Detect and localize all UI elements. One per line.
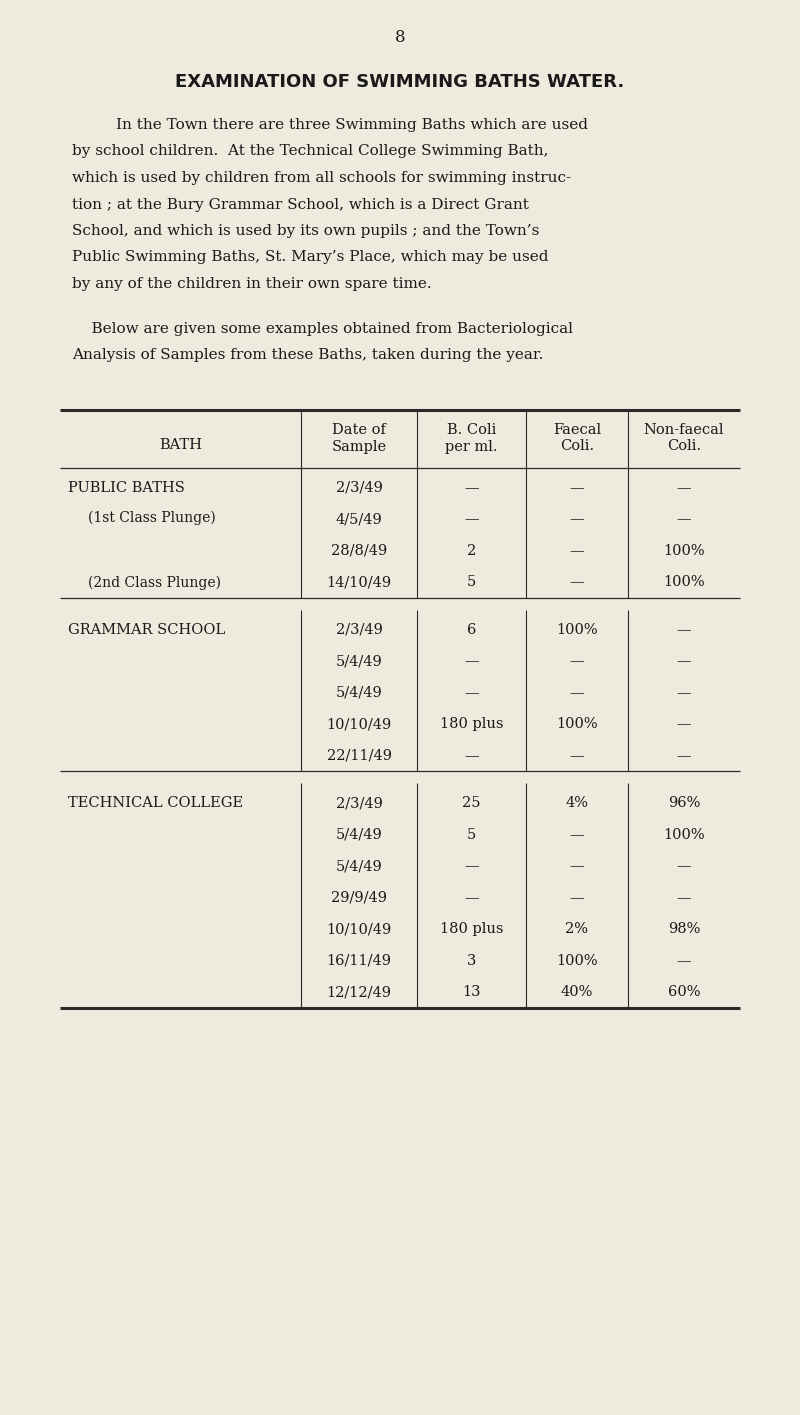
Text: 2/3/49: 2/3/49	[336, 481, 382, 495]
Text: 22/11/49: 22/11/49	[326, 749, 392, 763]
Text: TECHNICAL COLLEGE: TECHNICAL COLLEGE	[68, 797, 243, 811]
Text: —: —	[464, 512, 478, 526]
Text: —: —	[570, 828, 584, 842]
Text: —: —	[677, 954, 691, 968]
Text: 2/3/49: 2/3/49	[336, 623, 382, 637]
Text: 60%: 60%	[668, 985, 700, 999]
Text: 100%: 100%	[663, 543, 705, 558]
Text: per ml.: per ml.	[445, 440, 498, 453]
Text: —: —	[570, 512, 584, 526]
Text: (1st Class Plunge): (1st Class Plunge)	[88, 511, 216, 525]
Text: 5/4/49: 5/4/49	[336, 655, 382, 668]
Text: Coli.: Coli.	[667, 440, 701, 453]
Text: EXAMINATION OF SWIMMING BATHS WATER.: EXAMINATION OF SWIMMING BATHS WATER.	[175, 74, 625, 91]
Text: 6: 6	[466, 623, 476, 637]
Text: —: —	[677, 481, 691, 495]
Text: 98%: 98%	[668, 923, 700, 937]
Text: —: —	[464, 749, 478, 763]
Text: 5: 5	[466, 576, 476, 590]
Text: BATH: BATH	[159, 439, 202, 453]
Text: 5/4/49: 5/4/49	[336, 859, 382, 873]
Text: Below are given some examples obtained from Bacteriological: Below are given some examples obtained f…	[72, 321, 573, 335]
Text: 4/5/49: 4/5/49	[336, 512, 382, 526]
Text: 5/4/49: 5/4/49	[336, 828, 382, 842]
Text: 8: 8	[394, 30, 406, 47]
Text: —: —	[464, 481, 478, 495]
Text: PUBLIC BATHS: PUBLIC BATHS	[68, 481, 185, 495]
Text: —: —	[464, 655, 478, 668]
Text: 3: 3	[466, 954, 476, 968]
Text: —: —	[570, 481, 584, 495]
Text: —: —	[677, 859, 691, 873]
Text: In the Town there are three Swimming Baths which are used: In the Town there are three Swimming Bat…	[116, 117, 588, 132]
Text: 12/12/49: 12/12/49	[326, 985, 392, 999]
Text: B. Coli: B. Coli	[446, 423, 496, 437]
Text: —: —	[570, 891, 584, 906]
Text: 100%: 100%	[556, 954, 598, 968]
Text: —: —	[570, 859, 584, 873]
Text: —: —	[677, 686, 691, 700]
Text: (2nd Class Plunge): (2nd Class Plunge)	[88, 576, 221, 590]
Text: by school children.  At the Technical College Swimming Bath,: by school children. At the Technical Col…	[72, 144, 549, 158]
Text: 40%: 40%	[561, 985, 593, 999]
Text: Sample: Sample	[332, 440, 386, 453]
Text: 28/8/49: 28/8/49	[331, 543, 387, 558]
Text: —: —	[570, 576, 584, 590]
Text: GRAMMAR SCHOOL: GRAMMAR SCHOOL	[68, 623, 226, 637]
Text: —: —	[570, 543, 584, 558]
Text: —: —	[677, 749, 691, 763]
Text: 5/4/49: 5/4/49	[336, 686, 382, 700]
Text: which is used by children from all schools for swimming instruc-: which is used by children from all schoo…	[72, 171, 571, 185]
Text: 10/10/49: 10/10/49	[326, 923, 392, 937]
Text: 100%: 100%	[663, 576, 705, 590]
Text: Non-faecal: Non-faecal	[644, 423, 724, 437]
Text: tion ; at the Bury Grammar School, which is a Direct Grant: tion ; at the Bury Grammar School, which…	[72, 198, 529, 211]
Text: 2%: 2%	[566, 923, 588, 937]
Text: 16/11/49: 16/11/49	[326, 954, 392, 968]
Text: 4%: 4%	[566, 797, 588, 811]
Text: 25: 25	[462, 797, 481, 811]
Text: 13: 13	[462, 985, 481, 999]
Text: —: —	[677, 891, 691, 906]
Text: —: —	[677, 623, 691, 637]
Text: 100%: 100%	[556, 623, 598, 637]
Text: 180 plus: 180 plus	[440, 717, 503, 732]
Text: —: —	[570, 686, 584, 700]
Text: —: —	[570, 655, 584, 668]
Text: Coli.: Coli.	[560, 440, 594, 453]
Text: 14/10/49: 14/10/49	[326, 576, 392, 590]
Text: 2/3/49: 2/3/49	[336, 797, 382, 811]
Text: Public Swimming Baths, St. Mary’s Place, which may be used: Public Swimming Baths, St. Mary’s Place,…	[72, 250, 549, 265]
Text: 10/10/49: 10/10/49	[326, 717, 392, 732]
Text: by any of the children in their own spare time.: by any of the children in their own spar…	[72, 277, 432, 291]
Text: 29/9/49: 29/9/49	[331, 891, 387, 906]
Text: —: —	[464, 859, 478, 873]
Text: Analysis of Samples from these Baths, taken during the year.: Analysis of Samples from these Baths, ta…	[72, 348, 543, 362]
Text: 100%: 100%	[556, 717, 598, 732]
Text: 100%: 100%	[663, 828, 705, 842]
Text: Date of: Date of	[332, 423, 386, 437]
Text: 180 plus: 180 plus	[440, 923, 503, 937]
Text: —: —	[464, 686, 478, 700]
Text: 5: 5	[466, 828, 476, 842]
Text: —: —	[677, 512, 691, 526]
Text: —: —	[677, 717, 691, 732]
Text: 2: 2	[466, 543, 476, 558]
Text: School, and which is used by its own pupils ; and the Town’s: School, and which is used by its own pup…	[72, 224, 539, 238]
Text: —: —	[570, 749, 584, 763]
Text: —: —	[464, 891, 478, 906]
Text: Faecal: Faecal	[553, 423, 601, 437]
Text: 96%: 96%	[668, 797, 700, 811]
Text: —: —	[677, 655, 691, 668]
